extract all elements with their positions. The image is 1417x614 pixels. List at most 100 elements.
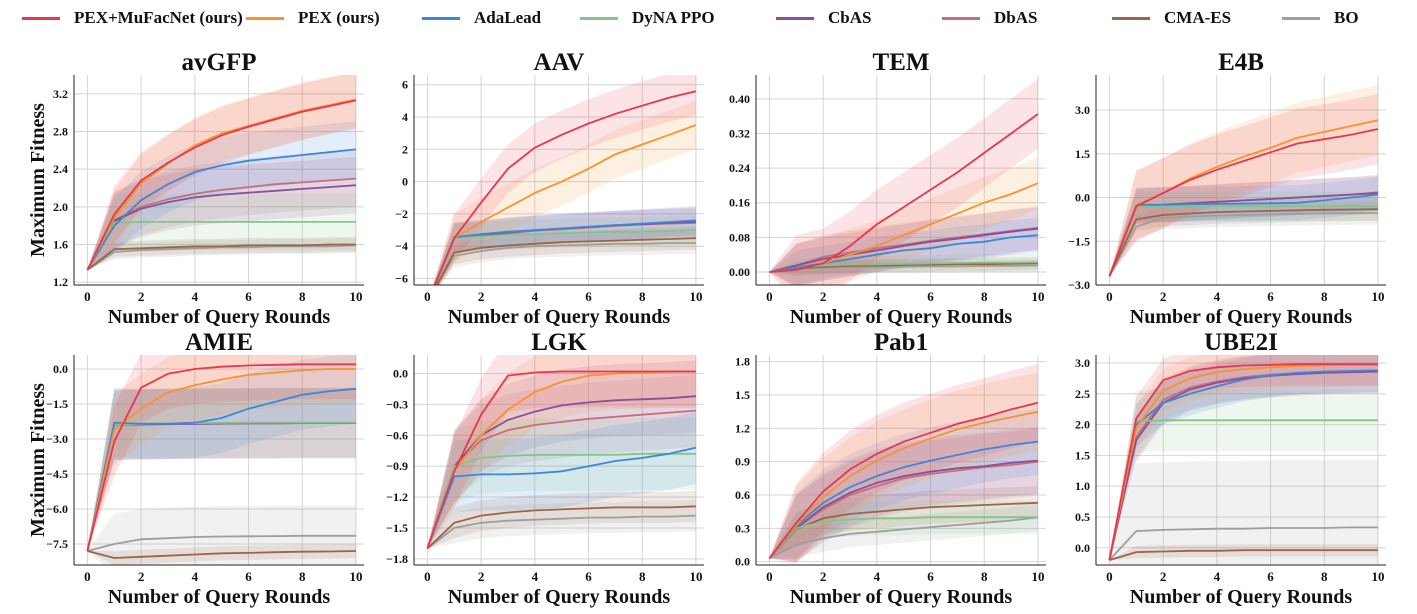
y-tick-label: −3.0 [46,432,68,446]
y-tick-label: 4 [402,110,408,124]
series-band [769,363,1038,562]
series-band [769,79,1038,285]
y-tick-label: 0.3 [735,521,750,535]
series-band [769,428,1038,562]
series-line [435,237,696,285]
x-tick-label: 0 [84,289,91,304]
series-band [1109,355,1378,561]
legend-label: DyNA PPO [632,8,715,27]
plot-area [432,75,697,285]
x-axis-label: Number of Query Rounds [790,586,1013,608]
legend-label: DbAS [994,8,1038,27]
y-tick-label: 0.0 [393,367,408,381]
series-band [1109,355,1378,561]
series-line [433,124,697,285]
x-tick-label: 8 [299,289,306,304]
chart-panel-e4b: 0 2 4 6 8 10 −3.0 −1.5 0.0 1.5 3.0 E4B Number of Que… [1068,49,1386,328]
x-tick-label: 0 [84,569,91,584]
series-line [769,113,1039,273]
x-tick-label: 10 [1371,569,1384,584]
y-tick-label: 3.0 [1075,356,1090,370]
y-tick-label: 6 [402,78,408,92]
plot-area [769,79,1039,285]
y-tick-label: 1.2 [53,275,68,289]
legend-swatch [580,16,618,20]
y-tick-label: −6 [395,272,408,286]
series-band [427,360,696,549]
series-line [1108,208,1378,277]
legend-swatch [422,16,460,20]
x-tick-label: 2 [138,569,145,584]
legend-item: CbAS [776,8,871,28]
chart-title: AAV [534,49,585,76]
y-axis-label: Maximum Fitness [27,383,49,537]
series-line [426,370,696,549]
y-tick-label: 0.9 [735,455,750,469]
series-band [1109,389,1378,561]
y-tick-label: 0.40 [729,92,750,106]
y-axis-label: Maximum Fitness [27,103,49,257]
series-band [87,387,356,551]
x-tick-label: 8 [981,289,988,304]
plot-area [426,355,697,550]
series-line [769,516,1039,560]
legend-item: CMA-ES [1112,8,1231,28]
x-tick-label: 0 [1106,289,1113,304]
y-tick-label: −1.5 [386,521,408,535]
series-line [86,220,356,271]
x-tick-label: 8 [1321,289,1328,304]
legend-item: DbAS [942,8,1037,28]
y-tick-label: −1.2 [386,490,408,504]
legend-label: CbAS [828,8,872,27]
series-line [433,219,696,285]
series-line [86,184,356,271]
legend-swatch [246,16,284,20]
series-band [87,355,356,551]
y-tick-label: 0.16 [729,196,750,210]
series-band [87,75,356,270]
x-tick-label: 8 [299,569,306,584]
legend-swatch [776,16,814,20]
y-tick-label: −3.0 [1068,278,1090,292]
series-line [768,459,1038,559]
y-tick-label: 0.0 [53,362,68,376]
x-tick-label: 4 [532,569,539,584]
chart-panel-ube2i: 0 2 4 6 8 10 0.0 0.5 1.0 1.5 2.0 2.5 3.0 UBE2I Number … [1075,329,1386,608]
x-tick-label: 2 [820,569,827,584]
series-line [1108,363,1378,561]
x-tick-label: 10 [1031,569,1044,584]
series-band [427,355,696,549]
x-axis-label: Number of Query Rounds [1130,586,1353,608]
series-line [1108,205,1378,277]
series-band [427,411,696,549]
legend-label: AdaLead [474,8,542,27]
series-line [1108,363,1378,561]
series-band [87,355,356,551]
legend-swatch [1112,16,1150,20]
legend-item: AdaLead [422,8,541,28]
series-band [87,121,356,270]
y-tick-label: 0 [402,175,408,189]
legend-swatch [1282,16,1320,20]
series-line [768,401,1039,559]
y-tick-label: 2.0 [1075,418,1090,432]
series-line [1108,369,1378,561]
series-band [769,427,1038,562]
series-band [87,150,356,270]
series-band [1109,174,1378,277]
series-line [87,550,356,559]
x-tick-label: 6 [1267,289,1274,304]
x-tick-label: 8 [639,569,646,584]
x-tick-label: 4 [874,569,881,584]
y-tick-label: 0.32 [729,126,750,140]
legend-item: BO [1282,8,1359,28]
series-line [433,90,697,285]
y-tick-label: 0.24 [729,161,750,175]
series-band [433,207,696,285]
series-line [768,460,1039,559]
series-band [1109,355,1378,561]
x-tick-label: 0 [1106,569,1113,584]
y-tick-label: 0.6 [735,488,750,502]
series-line [768,516,1038,559]
